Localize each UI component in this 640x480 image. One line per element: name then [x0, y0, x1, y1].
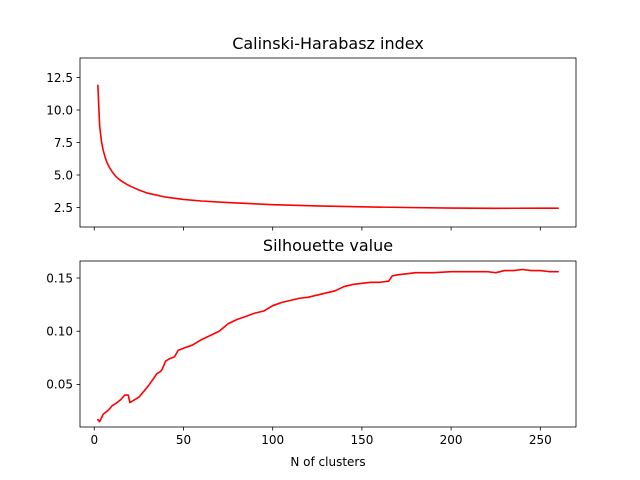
x-tick-label: 150: [350, 433, 373, 447]
y-tick-label: 0.10: [46, 325, 73, 339]
calinski-harabasz-panel: Calinski-Harabasz index 2.5 5.0 7.5 10.0 12.5: [46, 34, 577, 231]
y-tick-label: 2.5: [54, 201, 73, 215]
y-tick-label: 0.15: [46, 271, 73, 285]
x-tick-label: 0: [90, 433, 98, 447]
x-tick-label: 200: [440, 433, 463, 447]
chart-title: Calinski-Harabasz index: [232, 34, 424, 53]
x-axis-label: N of clusters: [290, 455, 365, 469]
axes-frame: [79, 260, 577, 428]
y-tick-label: 5.0: [54, 168, 73, 182]
y-tick-label: 0.05: [46, 378, 73, 392]
axes-frame: [79, 57, 577, 228]
x-tick-label: 250: [529, 433, 552, 447]
y-tick-label: 10.0: [46, 103, 73, 117]
chart-title: Silhouette value: [263, 236, 393, 255]
y-tick-label: 7.5: [54, 136, 73, 150]
silhouette-panel: Silhouette value 0 50 100 150 200 250 0.05 0.10 0…: [46, 236, 577, 469]
series-line: [97, 268, 559, 423]
x-tick-label: 50: [176, 433, 191, 447]
x-tick-label: 100: [261, 433, 284, 447]
series-line: [97, 84, 559, 210]
y-tick-label: 12.5: [46, 71, 73, 85]
